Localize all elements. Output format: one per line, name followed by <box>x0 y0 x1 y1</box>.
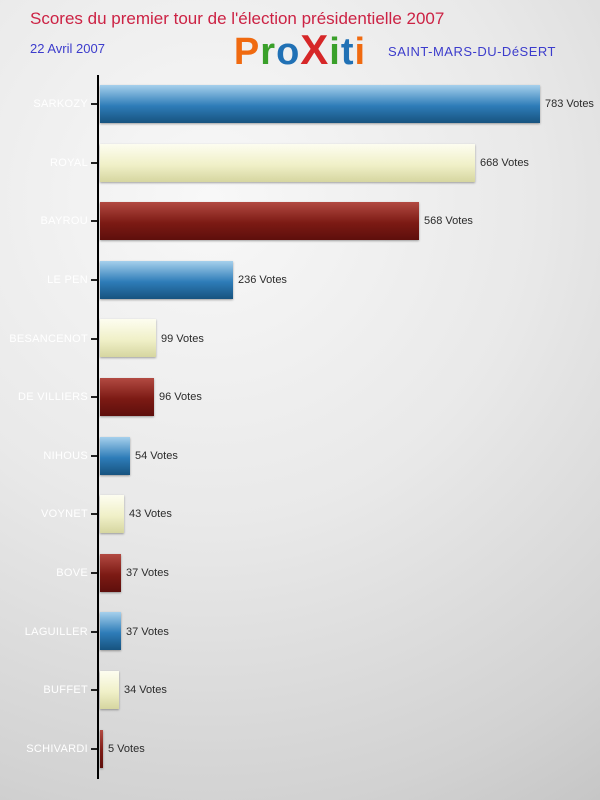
chart-row: LE PEN 236 Votes <box>0 251 600 310</box>
vote-bar <box>100 143 475 182</box>
candidate-label: VOYNET <box>40 508 88 521</box>
candidate-label: LAGUILLER <box>24 625 88 638</box>
chart-row: NIHOUS 54 Votes <box>0 427 600 486</box>
candidate-label: NIHOUS <box>43 449 88 462</box>
vote-count-label: 37 Votes <box>126 567 169 580</box>
vote-count-label: 34 Votes <box>124 684 167 697</box>
vote-count-label: 99 Votes <box>161 332 204 345</box>
axis-tick <box>91 454 97 457</box>
logo-letter: i <box>329 31 341 73</box>
candidate-label: SARKOZY <box>33 98 88 111</box>
vote-count-label: 54 Votes <box>135 449 178 462</box>
chart-row: BESANCENOT 99 Votes <box>0 309 600 368</box>
logo-letter: r <box>260 31 277 73</box>
logo-letter: X <box>300 26 330 73</box>
vote-bar <box>100 319 156 358</box>
vote-bar <box>100 671 119 709</box>
bar-chart: SARKOZY 783 Votes ROYAL 668 Votes BAYROU 568 … <box>0 75 600 779</box>
axis-tick <box>91 630 97 633</box>
vote-bar <box>100 85 540 123</box>
candidate-label: BUFFET <box>43 684 88 697</box>
logo-letter: P <box>233 31 261 73</box>
candidate-label: BOVE <box>56 567 88 580</box>
vote-count-label: 668 Votes <box>480 156 529 169</box>
y-axis-line <box>97 75 99 779</box>
city-label: SAINT-MARS-DU-DéSERT <box>388 44 556 59</box>
vote-bar <box>100 378 154 416</box>
vote-count-label: 568 Votes <box>424 215 473 228</box>
chart-row: SARKOZY 783 Votes <box>0 75 600 134</box>
vote-bar <box>100 553 121 592</box>
chart-row: VOYNET 43 Votes <box>0 485 600 544</box>
chart-row: DE VILLIERS 96 Votes <box>0 368 600 427</box>
vote-bar <box>100 612 121 651</box>
axis-tick <box>91 689 97 692</box>
candidate-label: BAYROU <box>40 215 88 228</box>
vote-count-label: 96 Votes <box>159 391 202 404</box>
vote-bar <box>100 260 233 299</box>
axis-tick <box>91 279 97 282</box>
vote-bar <box>100 436 130 475</box>
vote-count-label: 43 Votes <box>129 508 172 521</box>
vote-bar <box>100 495 124 534</box>
logo-letter: o <box>276 31 301 73</box>
chart-row: BUFFET 34 Votes <box>0 661 600 720</box>
chart-row: BOVE 37 Votes <box>0 544 600 603</box>
candidate-label: BESANCENOT <box>9 332 88 345</box>
vote-bar <box>100 202 419 241</box>
chart-row: ROYAL 668 Votes <box>0 134 600 193</box>
axis-tick <box>91 396 97 399</box>
date-label: 22 Avril 2007 <box>30 41 105 56</box>
chart-row: LAGUILLER 37 Votes <box>0 602 600 661</box>
logo-letter: t <box>340 31 355 73</box>
candidate-label: DE VILLIERS <box>18 391 88 404</box>
vote-count-label: 783 Votes <box>545 98 594 111</box>
chart-row: SCHIVARDI 5 Votes <box>0 720 600 779</box>
axis-tick <box>91 103 97 106</box>
axis-tick <box>91 337 97 340</box>
logo-letter: i <box>354 31 367 73</box>
candidate-label: SCHIVARDI <box>26 742 88 755</box>
candidate-label: ROYAL <box>50 156 88 169</box>
axis-tick <box>91 572 97 575</box>
vote-count-label: 5 Votes <box>108 742 145 755</box>
vote-count-label: 236 Votes <box>238 274 287 287</box>
chart-row: BAYROU 568 Votes <box>0 192 600 251</box>
axis-tick <box>91 513 97 516</box>
axis-tick <box>91 220 97 223</box>
axis-tick <box>91 161 97 164</box>
vote-bar <box>100 729 103 768</box>
proxiti-logo: ProXiti <box>234 26 366 74</box>
axis-tick <box>91 747 97 750</box>
chart-title: Scores du premier tour de l'élection pré… <box>30 9 445 28</box>
candidate-label: LE PEN <box>47 274 88 287</box>
vote-count-label: 37 Votes <box>126 625 169 638</box>
